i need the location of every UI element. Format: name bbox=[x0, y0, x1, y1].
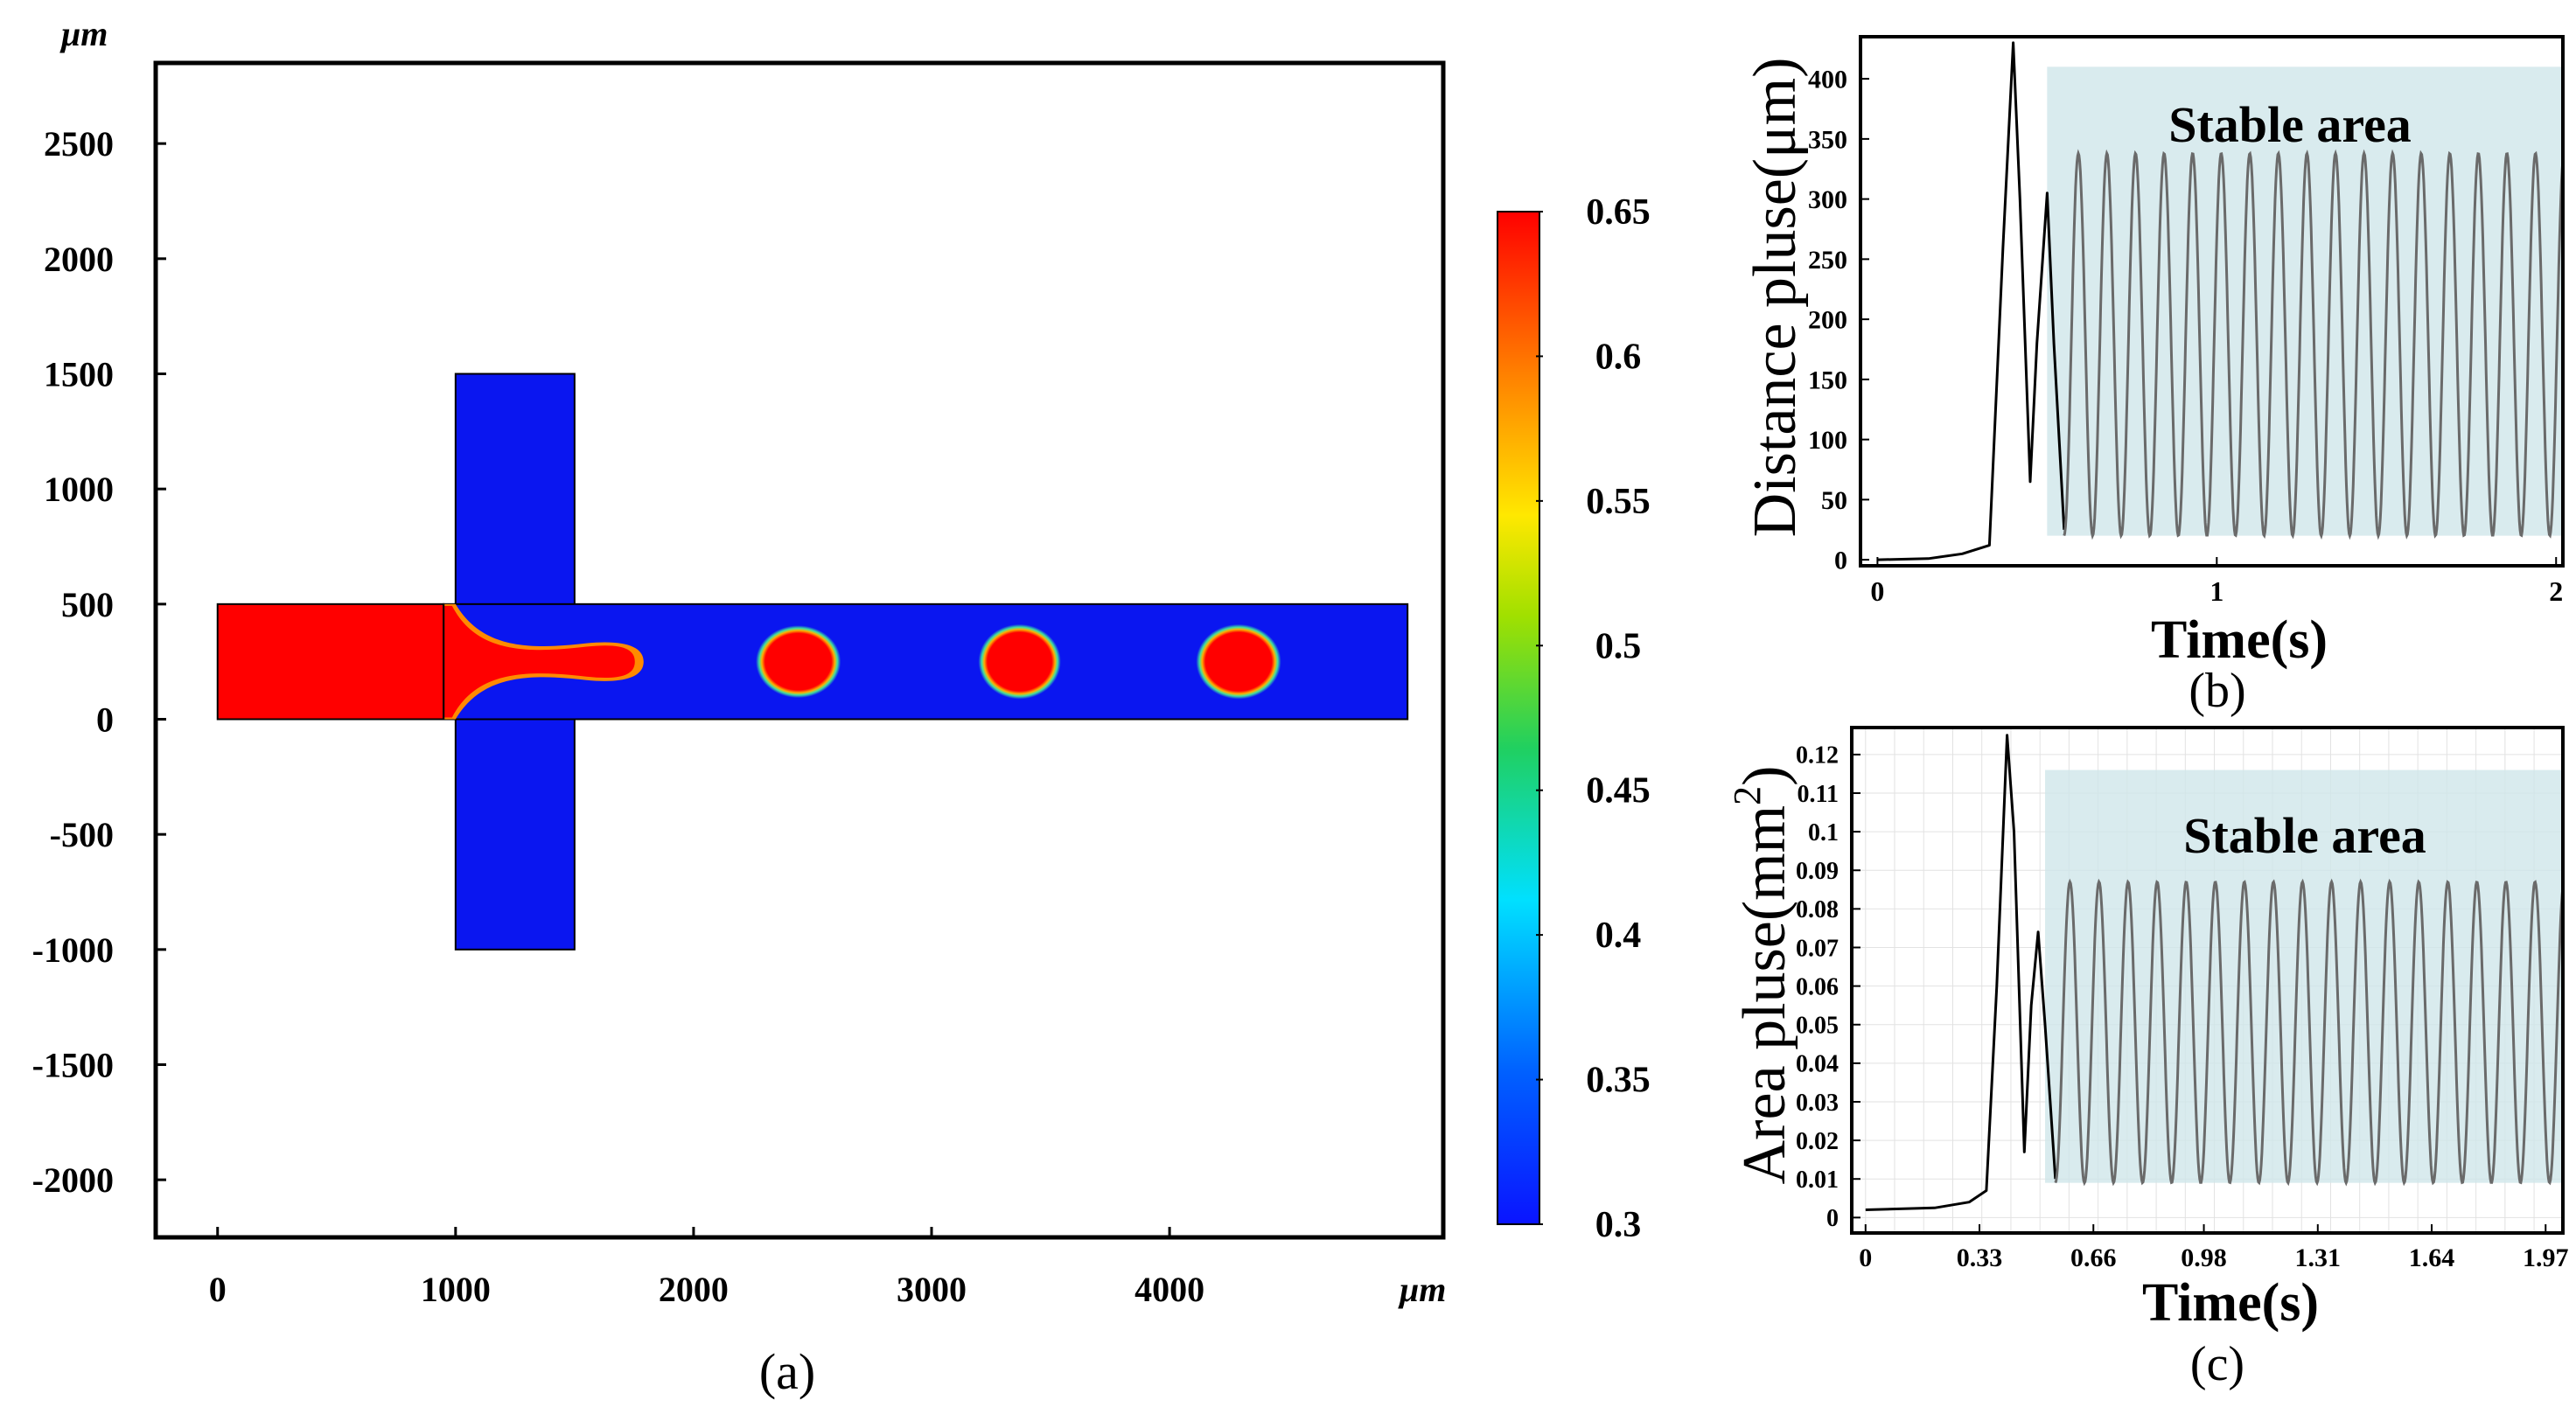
colorbar-tick-label: 0.6 bbox=[1595, 337, 1642, 377]
y-tick-label: 0.07 bbox=[1796, 935, 1839, 962]
transient-curve bbox=[1865, 734, 2057, 1211]
panel-c-ylabel-end: ) bbox=[1731, 766, 1798, 786]
panel-b-xlabel: Time(s) bbox=[2151, 610, 2328, 670]
x-tick-label: 1000 bbox=[421, 1270, 491, 1309]
droplet-2 bbox=[978, 623, 1061, 700]
panel-a-caption: (a) bbox=[759, 1343, 815, 1400]
x-tick-label: 1 bbox=[2209, 575, 2223, 607]
x-tick-label: 1.64 bbox=[2409, 1243, 2455, 1272]
x-tick-label: 2000 bbox=[659, 1270, 729, 1309]
panel-c-ylabel: Area pluse(mm2) bbox=[1726, 766, 1798, 1185]
y-tick-label: 150 bbox=[1808, 366, 1847, 394]
panel-a: 0 1000 2000 3000 4000 2500 2000 1500 1000 500 0 -50… bbox=[32, 14, 1447, 1400]
y-tick-label: 1500 bbox=[44, 355, 114, 394]
panel-a-frame bbox=[153, 60, 1446, 1240]
x-tick-label: 0.33 bbox=[1957, 1243, 2003, 1272]
y-tick-label: 0 bbox=[96, 700, 114, 740]
y-tick-label: 500 bbox=[61, 585, 114, 624]
y-tick-label: 0.12 bbox=[1796, 742, 1839, 770]
y-tick-label: 0.08 bbox=[1796, 896, 1839, 923]
x-tick-label: 0 bbox=[1870, 575, 1884, 607]
droplet-3 bbox=[1196, 623, 1281, 700]
panel-b-annotation: Stable area bbox=[2168, 96, 2412, 153]
x-unit-label: μm bbox=[1398, 1270, 1446, 1309]
panel-b-plot bbox=[1877, 41, 2563, 561]
x-tick-label: 0 bbox=[1859, 1243, 1872, 1272]
colorbar-tick-label: 0.35 bbox=[1586, 1061, 1651, 1101]
y-tick-label: 2500 bbox=[44, 124, 114, 164]
panel-a-ticks: 0 1000 2000 3000 4000 2500 2000 1500 1000 500 0 -50… bbox=[32, 124, 1204, 1309]
y-tick-label: 0.06 bbox=[1796, 973, 1839, 1000]
stable-area bbox=[2047, 66, 2563, 536]
panel-c-ylabel-main: Area pluse(mm bbox=[1731, 805, 1798, 1184]
x-tick-label: 0.66 bbox=[2070, 1243, 2117, 1272]
x-tick-label: 2 bbox=[2549, 575, 2563, 607]
colorbar-tick-label: 0.45 bbox=[1586, 771, 1651, 811]
y-tick-label: 0 bbox=[1826, 1205, 1839, 1232]
panel-c-plot bbox=[1852, 728, 2563, 1233]
colorbar: 0.65 0.6 0.55 0.5 0.45 0.4 0.35 0.3 bbox=[1497, 192, 1651, 1245]
transient-curve bbox=[1877, 41, 2066, 561]
y-tick-label: 0.04 bbox=[1796, 1051, 1839, 1078]
y-tick-label: 0.02 bbox=[1796, 1128, 1839, 1155]
droplet-neck bbox=[443, 605, 635, 718]
y-tick-label: 0.01 bbox=[1796, 1167, 1839, 1194]
x-tick-label: 1.97 bbox=[2523, 1243, 2569, 1272]
droplet-1 bbox=[756, 625, 841, 699]
y-tick-label: -2000 bbox=[32, 1160, 114, 1200]
y-tick-label: 2000 bbox=[44, 240, 114, 279]
y-tick-label: 200 bbox=[1808, 306, 1847, 335]
colorbar-tick-label: 0.3 bbox=[1595, 1205, 1642, 1245]
y-tick-label: 0.09 bbox=[1796, 858, 1839, 885]
panel-c-frame bbox=[1850, 726, 2565, 1235]
y-tick-label: 300 bbox=[1808, 185, 1847, 214]
y-tick-label: 350 bbox=[1808, 125, 1847, 154]
colorbar-tick-label: 0.55 bbox=[1586, 482, 1651, 522]
y-tick-label: 400 bbox=[1808, 66, 1847, 94]
y-tick-label: 50 bbox=[1821, 486, 1847, 515]
y-tick-label: 1000 bbox=[44, 470, 114, 509]
panel-c-ticks: 0 0.33 0.66 0.98 1.31 1.64 1.97 0 0.01 0.02 0.03 0.… bbox=[1796, 742, 2569, 1272]
panel-c-annotation: Stable area bbox=[2183, 807, 2426, 864]
panel-c: 0 0.33 0.66 0.98 1.31 1.64 1.97 0 0.01 0.02 0.03 0.… bbox=[1726, 726, 2569, 1391]
y-tick-label: -1500 bbox=[32, 1046, 114, 1085]
y-tick-label: 0.03 bbox=[1796, 1090, 1839, 1117]
x-tick-label: 0 bbox=[209, 1270, 227, 1309]
panel-b-caption: (b) bbox=[2189, 664, 2245, 718]
y-tick-label: -1000 bbox=[32, 930, 114, 970]
x-tick-label: 0.98 bbox=[2181, 1243, 2227, 1272]
y-tick-label: 0.1 bbox=[1808, 819, 1839, 846]
x-tick-label: 3000 bbox=[897, 1270, 967, 1309]
x-tick-label: 4000 bbox=[1134, 1270, 1204, 1309]
panel-c-caption: (c) bbox=[2190, 1337, 2244, 1391]
panel-b-frame bbox=[1859, 35, 2565, 568]
colorbar-tick-label: 0.65 bbox=[1586, 192, 1651, 233]
channel-inlet bbox=[216, 603, 445, 721]
y-tick-label: 0.11 bbox=[1798, 781, 1839, 808]
y-tick-label: -500 bbox=[50, 815, 114, 854]
panel-b-ylabel: Distance pluse(μm) bbox=[1742, 58, 1809, 538]
panel-c-xlabel: Time(s) bbox=[2142, 1273, 2319, 1333]
colorbar-ticks: 0.65 0.6 0.55 0.5 0.45 0.4 0.35 0.3 bbox=[1536, 192, 1651, 1245]
y-tick-label: 0 bbox=[1834, 547, 1847, 575]
panel-c-ylabel-sup: 2 bbox=[1726, 786, 1769, 805]
panel-b-ticks: 0 1 2 0 50 100 150 200 250 300 350 400 bbox=[1808, 66, 2563, 607]
colorbar-tick-label: 0.4 bbox=[1595, 916, 1642, 956]
phase-field bbox=[216, 373, 1409, 951]
colorbar-tick-label: 0.5 bbox=[1595, 626, 1642, 666]
stable-area bbox=[2045, 770, 2563, 1183]
oscillation-curve bbox=[2063, 149, 2563, 540]
y-tick-label: 100 bbox=[1808, 426, 1847, 455]
colorbar-gradient bbox=[1497, 211, 1540, 1225]
x-tick-label: 1.31 bbox=[2295, 1243, 2342, 1272]
oscillation-curve bbox=[2054, 878, 2563, 1187]
y-tick-label: 250 bbox=[1808, 246, 1847, 275]
y-tick-label: 0.05 bbox=[1796, 1013, 1839, 1040]
y-unit-label: μm bbox=[59, 14, 108, 53]
